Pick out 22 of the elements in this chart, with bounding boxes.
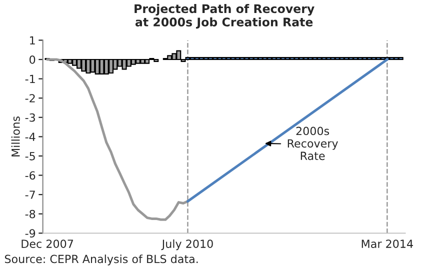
x-tick-label: Dec 2007 [22,240,73,248]
bar [112,58,118,70]
y-tick-label: -8 [25,210,36,218]
y-tick-label: -5 [25,152,35,160]
bar [167,55,172,60]
x-tick-label: July 2010 [161,239,213,250]
y-tick-label: -4 [25,132,36,141]
annotation: 2000s Recovery Rate [288,126,338,160]
y-tick-label: 0 [30,55,36,64]
y-tick-label: -2 [25,94,35,102]
bar [90,58,96,73]
y-tick-label: -7 [25,190,35,199]
y-tick-label: 1 [30,36,35,44]
y-axis-title: Millions [11,116,20,156]
source-note: Source: CEPR Analysis of BLS data. [4,254,198,266]
y-tick-label: -9 [25,229,36,238]
y-tick-label: -1 [25,74,35,84]
bar [130,58,136,65]
chart-title: Projected Path of Recovery at 2000s Job Creation Rate [134,4,314,29]
x-tick-label: Mar 2014 [362,240,413,248]
y-tick-label: -6 [25,171,36,180]
y-tick-label: -3 [25,113,35,122]
